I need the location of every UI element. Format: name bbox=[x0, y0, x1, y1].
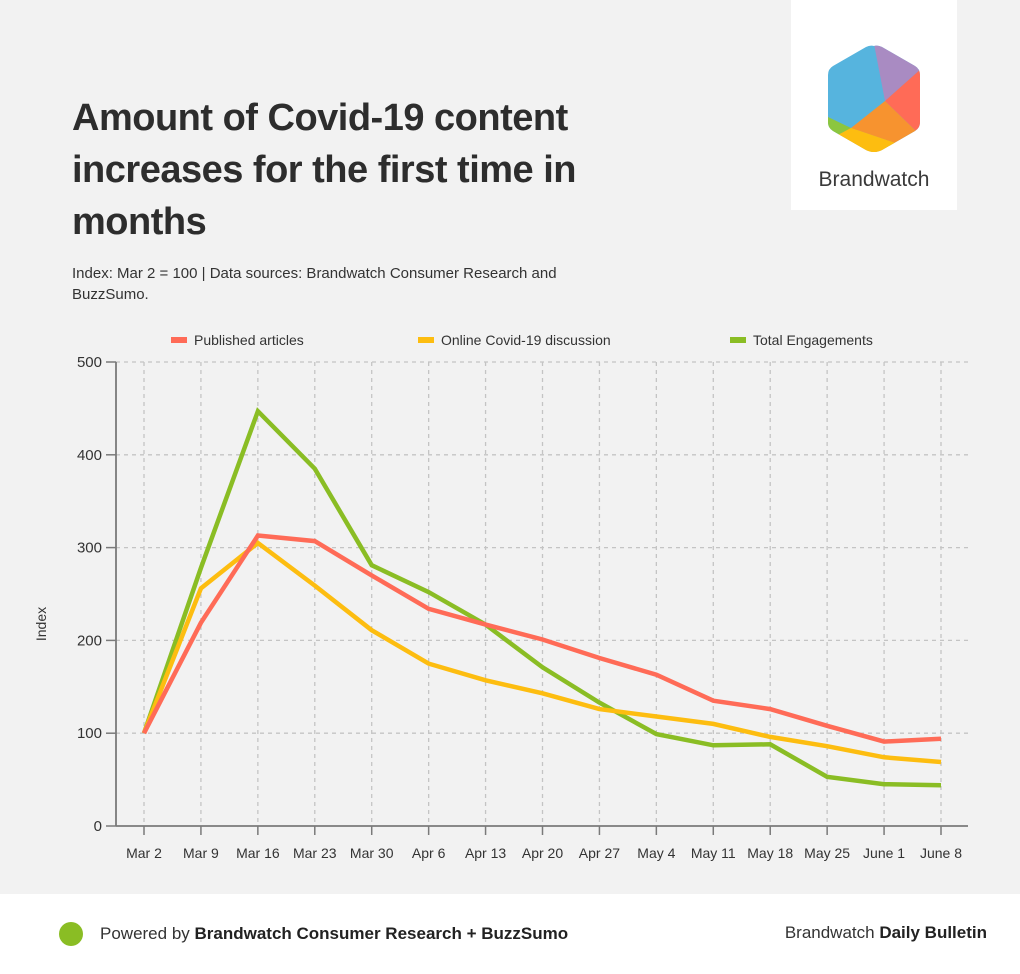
x-tick-label: Mar 30 bbox=[350, 845, 394, 861]
chart-grid bbox=[116, 361, 968, 826]
x-tick-label: Apr 20 bbox=[522, 845, 563, 861]
legend-label: Online Covid-19 discussion bbox=[441, 332, 611, 348]
legend-label: Total Engagements bbox=[753, 332, 873, 348]
logo-segment-red bbox=[885, 68, 920, 153]
brand-logo-card: Brandwatch bbox=[791, 0, 957, 210]
x-tick-label: June 1 bbox=[863, 845, 905, 861]
x-tick-label: May 18 bbox=[747, 845, 793, 861]
footer: Powered by Brandwatch Consumer Research … bbox=[0, 894, 1020, 974]
x-tick-label: June 8 bbox=[920, 845, 962, 861]
x-tick-label: Mar 23 bbox=[293, 845, 337, 861]
y-tick-label: 100 bbox=[77, 725, 102, 742]
y-tick-label: 200 bbox=[77, 632, 102, 649]
powered-by-prefix: Powered by bbox=[100, 924, 195, 943]
x-tick-label: Apr 27 bbox=[579, 845, 620, 861]
powered-by: Powered by Brandwatch Consumer Research … bbox=[100, 924, 568, 944]
legend-label: Published articles bbox=[194, 332, 304, 348]
chart-series bbox=[141, 407, 942, 788]
x-tick-label: May 4 bbox=[637, 845, 675, 861]
bulletin-brand-name: Daily Bulletin bbox=[879, 923, 987, 942]
chart-subtitle: Index: Mar 2 = 100 | Data sources: Brand… bbox=[72, 265, 557, 303]
legend-swatch bbox=[730, 337, 746, 343]
x-tick-label: May 11 bbox=[691, 845, 736, 861]
x-tick-label: Mar 2 bbox=[126, 845, 162, 861]
bulletin-brand-prefix: Brandwatch bbox=[784, 923, 880, 942]
x-tick-label: Mar 16 bbox=[236, 845, 280, 861]
x-tick-label: Apr 13 bbox=[465, 845, 506, 861]
y-tick-label: 0 bbox=[94, 818, 102, 835]
x-tick-label: Mar 9 bbox=[183, 845, 219, 861]
page-title: Amount of Covid-19 content increases for… bbox=[72, 97, 577, 243]
y-tick-label: 500 bbox=[77, 354, 102, 371]
brandwatch-logo-icon bbox=[828, 45, 920, 153]
legend-swatch bbox=[171, 337, 187, 343]
chart-legend: Published articles Online Covid-19 discus… bbox=[171, 332, 873, 348]
legend-swatch bbox=[418, 337, 434, 343]
y-tick-label: 300 bbox=[77, 540, 102, 557]
powered-by-sources: Brandwatch Consumer Research + BuzzSumo bbox=[194, 924, 569, 943]
x-tick-label: Apr 6 bbox=[412, 845, 446, 861]
y-tick-label: 400 bbox=[77, 447, 102, 464]
line-chart: Published articles Online Covid-19 discus… bbox=[33, 332, 968, 861]
footer-dot-icon bbox=[59, 922, 83, 946]
bulletin-brand: Brandwatch Daily Bulletin bbox=[785, 923, 987, 943]
logo-segment-orange bbox=[851, 101, 917, 144]
brand-name: Brandwatch bbox=[818, 168, 930, 191]
series-line-published-articles bbox=[142, 533, 942, 744]
y-axis-label: Index bbox=[33, 607, 49, 641]
x-tick-label: May 25 bbox=[804, 845, 850, 861]
chart-axes: 0 100 200 300 400 500 Mar 2 Mar 9 Mar 16 Mar 23 Ma… bbox=[33, 354, 968, 861]
